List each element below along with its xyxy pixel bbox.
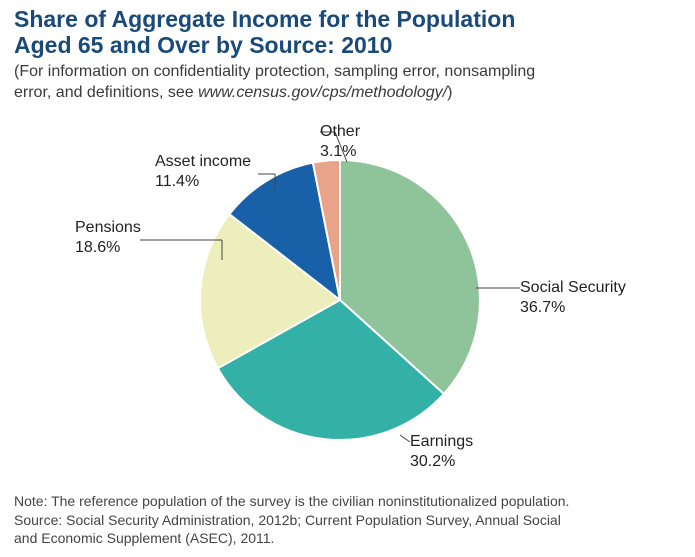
footer-line-1: Note: The reference population of the su…	[14, 493, 569, 509]
subtitle-link: www.census.gov/cps/methodology/	[198, 84, 447, 101]
pie-chart: Social Security36.7% Earnings30.2% Pension…	[0, 110, 695, 490]
slice-label-name: Earnings	[410, 432, 473, 452]
subtitle-prefix: (For information on confidentiality prot…	[14, 63, 535, 80]
chart-title: Share of Aggregate Income for the Popula…	[14, 6, 654, 59]
title-line-1: Share of Aggregate Income for the Popula…	[14, 6, 515, 32]
slice-label-value: 36.7%	[520, 298, 626, 318]
slice-label-name: Social Security	[520, 278, 626, 298]
slice-label-name: Other	[320, 122, 360, 142]
slice-label: Earnings30.2%	[410, 432, 473, 472]
footer-line-3: and Economic Supplement (ASEC), 2011.	[14, 530, 274, 546]
slice-label-name: Pensions	[75, 218, 141, 238]
subtitle-suffix: )	[447, 84, 452, 101]
title-line-2: Aged 65 and Over by Source: 2010	[14, 32, 392, 58]
slice-label-value: 11.4%	[155, 172, 251, 192]
slice-label-value: 30.2%	[410, 452, 473, 472]
slice-label-name: Asset income	[155, 152, 251, 172]
slice-label: Asset income11.4%	[155, 152, 251, 192]
slice-label: Other3.1%	[320, 122, 360, 162]
leader-line	[400, 435, 410, 442]
footer-notes: Note: The reference population of the su…	[14, 492, 684, 547]
slice-label-value: 18.6%	[75, 238, 141, 258]
slice-label: Social Security36.7%	[520, 278, 626, 318]
chart-subtitle: (For information on confidentiality prot…	[14, 62, 674, 104]
slice-label-value: 3.1%	[320, 142, 360, 162]
page: Share of Aggregate Income for the Popula…	[0, 0, 695, 557]
slice-label: Pensions18.6%	[75, 218, 141, 258]
footer-line-2: Source: Social Security Administration, …	[14, 512, 561, 528]
subtitle-line2-prefix: error, and definitions, see	[14, 84, 198, 101]
